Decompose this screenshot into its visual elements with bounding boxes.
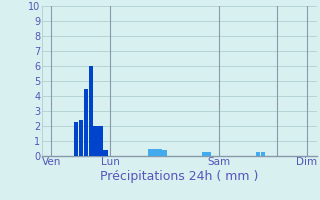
Bar: [157, 148, 162, 156]
Bar: [93, 126, 98, 156]
Bar: [202, 152, 206, 156]
Bar: [89, 66, 93, 156]
Bar: [148, 148, 152, 156]
Bar: [162, 150, 167, 156]
Bar: [260, 152, 265, 156]
Bar: [256, 152, 260, 156]
Bar: [84, 88, 88, 156]
X-axis label: Précipitations 24h ( mm ): Précipitations 24h ( mm ): [100, 170, 258, 183]
Bar: [79, 120, 83, 156]
Bar: [206, 152, 211, 156]
Bar: [98, 126, 103, 156]
Bar: [152, 148, 157, 156]
Bar: [74, 121, 78, 156]
Bar: [103, 150, 108, 156]
